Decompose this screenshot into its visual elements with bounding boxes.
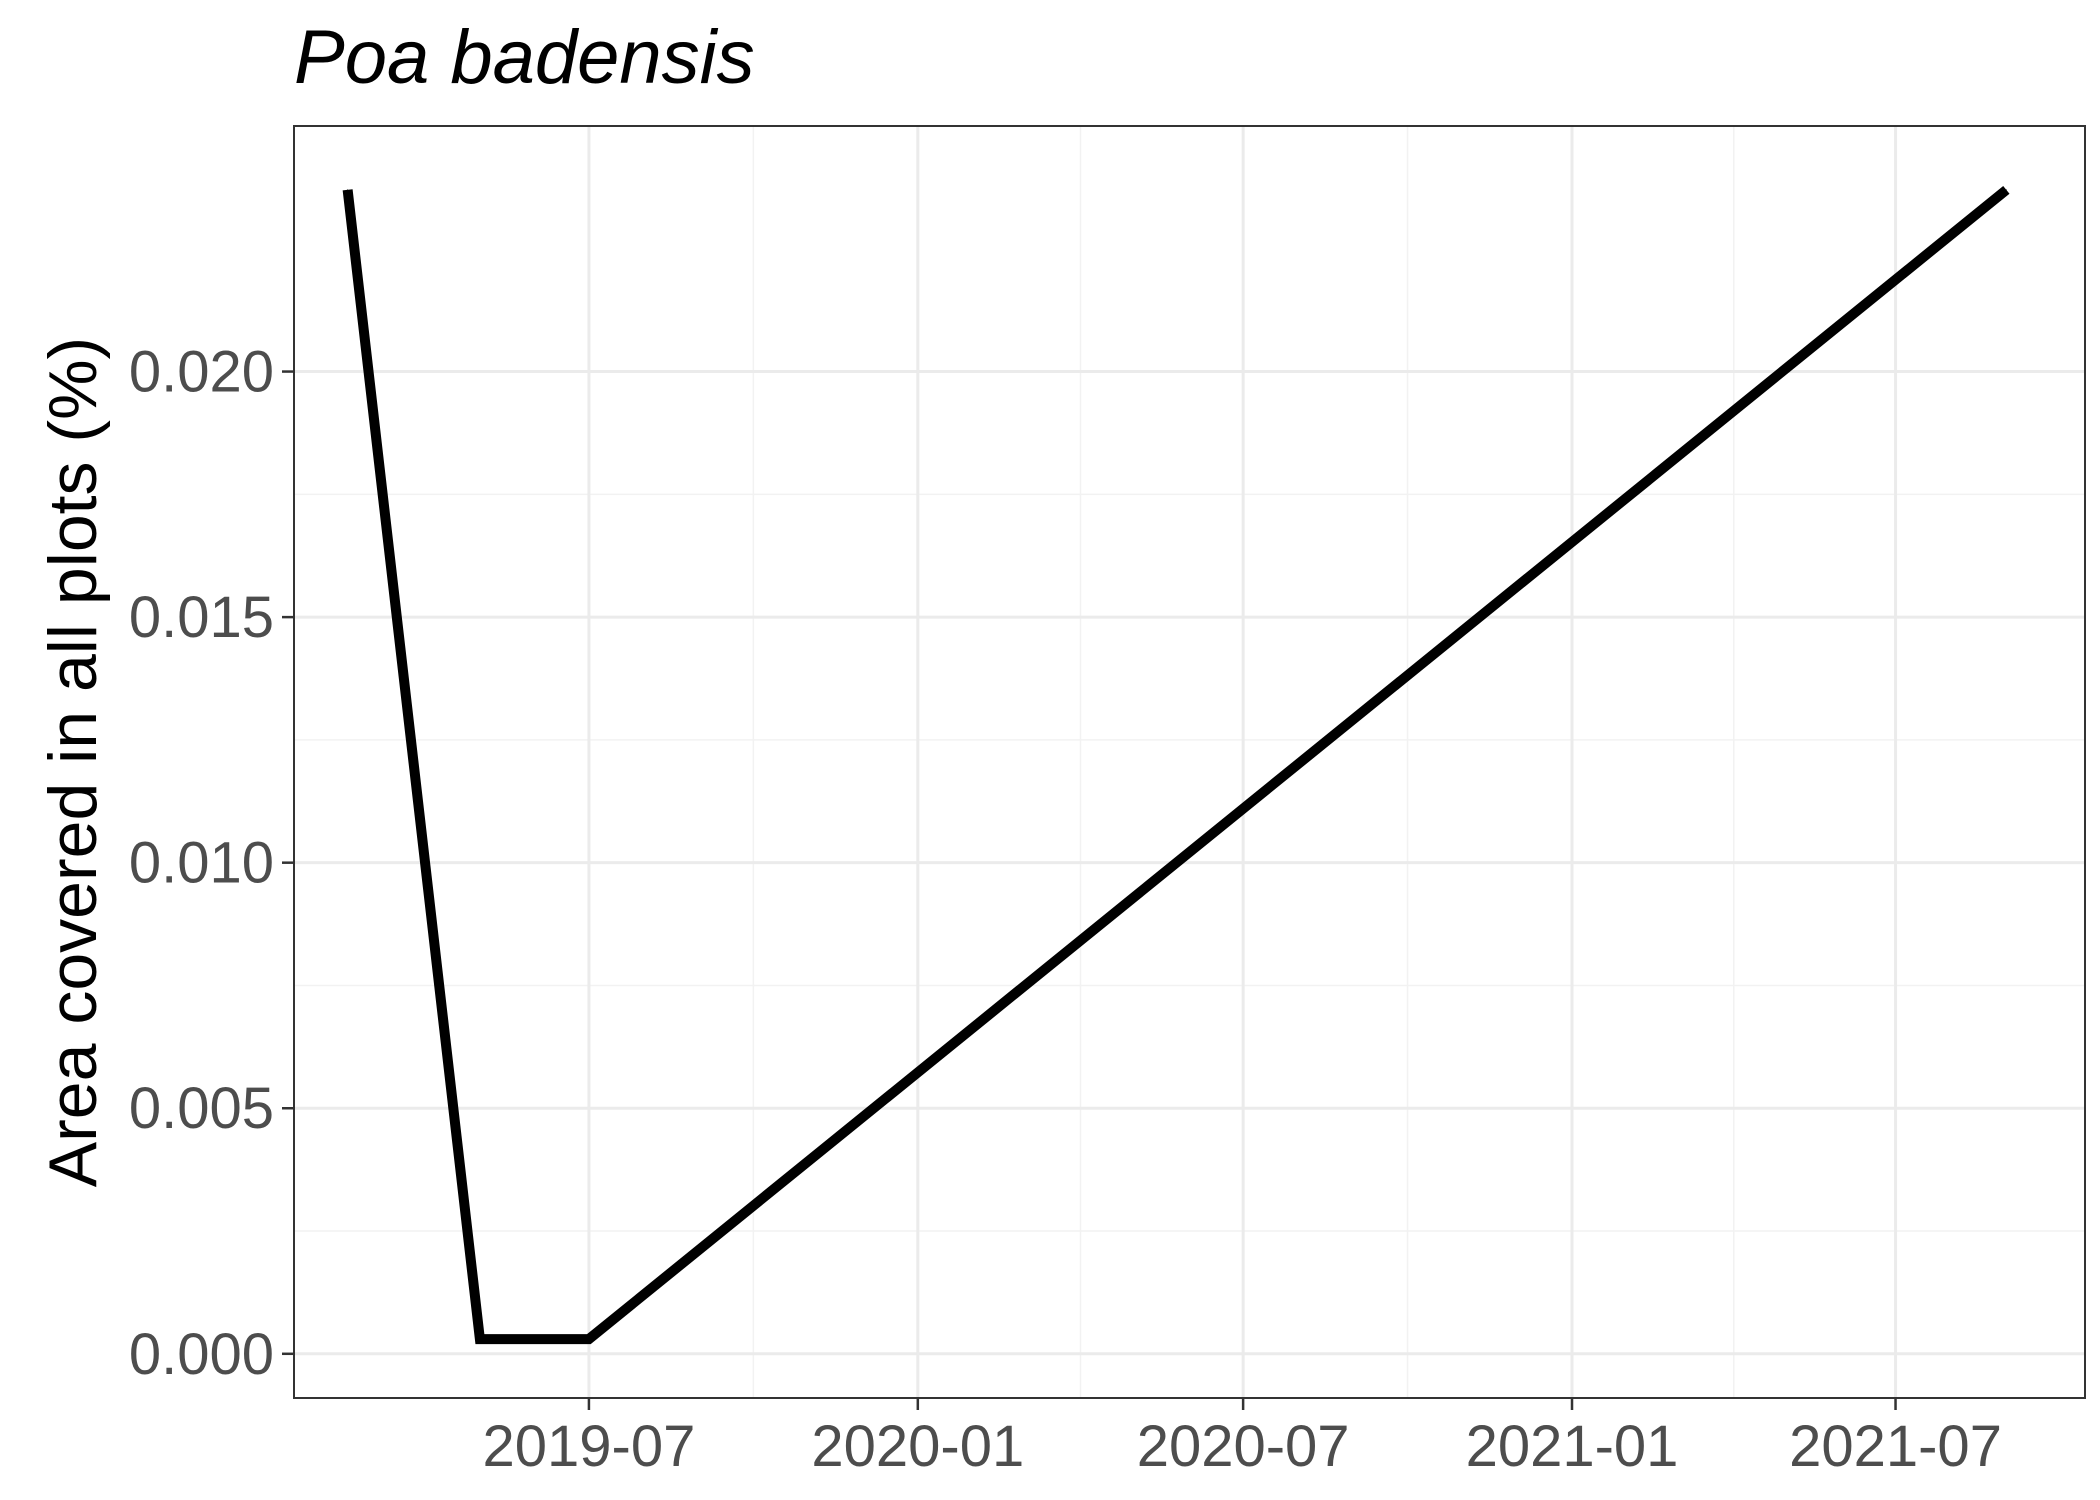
plot-panel-border (293, 125, 2086, 1399)
y-tick-label: 0.000 (129, 1322, 274, 1387)
y-tick-label: 0.005 (129, 1076, 274, 1141)
series-point (347, 189, 349, 191)
y-tick-label: 0.020 (129, 340, 274, 405)
axis-ticks (282, 370, 1897, 1410)
major-gridlines (294, 126, 2085, 1398)
y-tick-label: 0.015 (129, 585, 274, 650)
x-tick-label: 2021-07 (1789, 1414, 2002, 1479)
series-point (479, 1338, 481, 1340)
x-tick-label: 2020-01 (811, 1414, 1024, 1479)
series-line (342, 185, 2010, 1345)
minor-gridlines (294, 126, 2085, 1398)
x-tick-label: 2020-07 (1137, 1414, 1350, 1479)
x-tick-label: 2019-07 (482, 1414, 695, 1479)
y-axis-tick-labels: 0.000 0.005 0.010 0.015 0.020 (129, 340, 274, 1387)
series-point (2005, 189, 2007, 191)
x-tick-label: 2021-01 (1466, 1414, 1679, 1479)
series-point (588, 1338, 590, 1340)
x-axis-tick-labels: 2019-07 2020-01 2020-07 2021-01 2021-07 (482, 1414, 2001, 1479)
y-axis-title: Area covered in all plots (%) (35, 337, 111, 1187)
y-tick-label: 0.010 (129, 831, 274, 896)
series-layer (342, 185, 2010, 1345)
chart-title: Poa badensis (294, 15, 755, 100)
